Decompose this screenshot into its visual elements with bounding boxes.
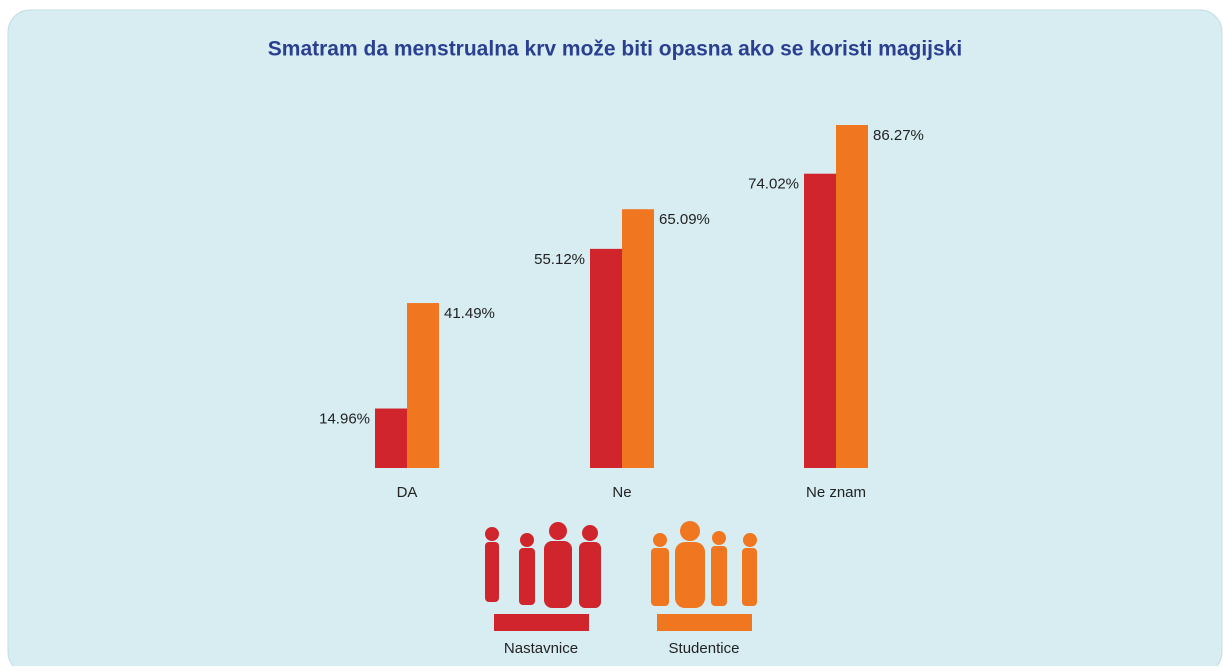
silhouette	[651, 548, 669, 606]
silhouette	[742, 548, 757, 606]
data-label: 65.09%	[659, 211, 710, 228]
silhouette	[743, 533, 757, 547]
bar	[622, 209, 654, 468]
silhouette	[549, 522, 567, 540]
chart-title: Smatram da menstrualna krv može biti opa…	[268, 38, 962, 61]
x-tick-label: Ne	[612, 484, 631, 501]
x-tick-label: DA	[397, 484, 418, 501]
data-label: 74.02%	[748, 176, 799, 193]
silhouette	[485, 527, 499, 541]
silhouette	[582, 525, 598, 541]
bar	[590, 249, 622, 468]
silhouette	[675, 542, 705, 608]
bar	[407, 303, 439, 468]
data-label: 41.49%	[444, 305, 495, 322]
silhouette	[579, 542, 601, 608]
bar	[836, 125, 868, 468]
legend-swatch	[657, 614, 752, 631]
page: {"chart_data": {"type": "bar", "title": …	[0, 0, 1223, 666]
legend-label: Studentice	[669, 640, 740, 657]
silhouette	[519, 548, 535, 605]
x-tick-label: Ne znam	[806, 484, 866, 501]
data-label: 55.12%	[534, 251, 585, 268]
legend-swatch	[494, 614, 589, 631]
silhouette	[485, 542, 499, 602]
silhouette	[712, 531, 726, 545]
bar	[375, 409, 407, 468]
silhouette	[544, 541, 572, 608]
data-label: 86.27%	[873, 127, 924, 144]
silhouette	[680, 521, 700, 541]
legend-label: Nastavnice	[504, 640, 578, 657]
chart: Smatram da menstrualna krv može biti opa…	[0, 0, 1223, 666]
silhouette	[711, 546, 727, 606]
bar	[804, 174, 836, 468]
silhouette	[653, 533, 667, 547]
silhouette	[520, 533, 534, 547]
data-label: 14.96%	[319, 410, 370, 427]
